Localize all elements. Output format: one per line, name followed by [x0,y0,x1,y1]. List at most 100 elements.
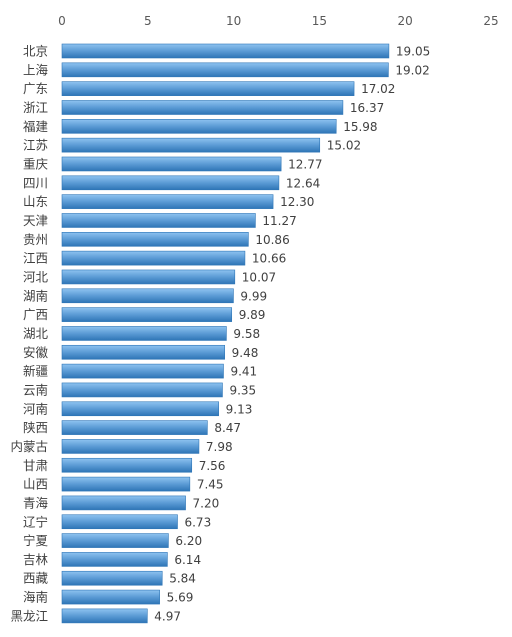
bar [61,439,200,454]
y-category-label: 浙江 [23,100,48,115]
x-tick-label: 15 [312,14,327,28]
data-label: 15.02 [327,139,361,153]
data-label: 15.98 [343,120,377,134]
y-axis-categories: 北京上海广东浙江福建江苏重庆四川山东天津贵州江西河北湖南广西湖北安徽新疆云南河南… [10,44,48,624]
bar [61,514,178,530]
data-label: 7.20 [193,496,220,510]
bar [61,495,186,511]
bar [61,119,337,134]
data-label: 12.64 [286,176,320,190]
y-category-label: 江西 [23,251,48,266]
bar [61,457,193,473]
data-label: 4.97 [154,609,181,623]
bar [61,250,246,266]
bar [61,137,321,153]
data-label: 8.47 [214,421,241,435]
x-tick-label: 25 [483,14,498,28]
data-label: 17.02 [361,82,395,96]
data-label: 6.73 [184,515,211,529]
data-label: 5.69 [167,591,194,605]
bar [61,476,191,492]
bar [61,269,236,285]
bar [61,288,234,304]
bar [61,533,169,548]
y-category-label: 北京 [23,44,48,59]
bar [61,194,274,209]
data-label: 19.05 [396,45,430,59]
bar [61,589,160,605]
bar [61,307,233,322]
data-label: 12.30 [280,195,314,209]
bar [61,232,249,247]
y-category-label: 黑龙江 [10,608,48,623]
y-category-label: 辽宁 [23,514,48,529]
data-label: 10.86 [255,233,289,247]
y-category-label: 山西 [23,477,48,492]
data-label: 7.45 [197,478,224,492]
x-tick-label: 20 [398,14,413,28]
bar [61,608,148,624]
data-label: 6.14 [174,553,201,567]
y-category-label: 西藏 [23,571,49,586]
data-label: 11.27 [262,214,296,228]
y-category-label: 陕西 [23,420,48,435]
y-category-label: 广东 [23,81,48,96]
y-category-label: 河北 [23,269,49,284]
data-label: 9.58 [233,327,260,341]
y-category-label: 重庆 [23,156,49,171]
data-label: 9.89 [239,308,266,322]
bar [61,213,256,228]
data-label: 9.99 [240,289,267,303]
y-category-label: 福建 [23,119,49,134]
y-category-label: 内蒙古 [10,439,48,454]
bar [61,420,208,435]
bars [61,43,390,624]
bar [61,382,223,398]
bar [61,62,389,78]
x-tick-label: 0 [58,14,66,28]
data-label: 5.84 [169,572,196,586]
y-category-label: 青海 [23,495,49,510]
y-category-label: 四川 [23,175,48,190]
bar [61,81,355,96]
x-axis-ticks: 0 5 10 15 20 25 [58,14,498,28]
y-category-label: 江苏 [23,138,48,153]
data-label: 16.37 [350,101,384,115]
bar [61,344,225,360]
y-category-label: 吉林 [23,552,49,567]
y-category-label: 湖北 [23,326,49,341]
data-label: 10.07 [242,270,276,284]
y-category-label: 海南 [23,590,48,605]
data-label: 12.77 [288,157,322,171]
x-tick-label: 5 [144,14,152,28]
y-category-label: 新疆 [23,364,48,379]
data-label: 6.20 [175,534,202,548]
y-category-label: 甘肃 [23,458,48,473]
y-category-label: 山东 [23,194,48,209]
y-category-label: 宁夏 [23,533,49,548]
data-label: 9.35 [229,383,256,397]
bar [61,552,168,567]
data-label: 9.41 [230,365,257,379]
y-category-label: 广西 [23,307,48,322]
x-tick-label: 10 [226,14,241,28]
data-label: 9.48 [232,346,259,360]
y-category-label: 云南 [23,382,48,397]
y-category-label: 天津 [23,213,48,228]
data-label: 7.56 [199,459,226,473]
y-category-label: 河南 [23,401,48,416]
data-label: 10.66 [252,252,286,266]
y-category-label: 安徽 [23,345,49,360]
bar [61,570,163,586]
bar [61,326,227,341]
y-category-label: 贵州 [23,232,48,247]
data-label: 19.02 [395,63,429,77]
bar [61,175,280,191]
bar [61,401,219,417]
y-category-label: 湖南 [23,288,48,303]
bar [61,156,282,172]
data-label: 7.98 [206,440,233,454]
